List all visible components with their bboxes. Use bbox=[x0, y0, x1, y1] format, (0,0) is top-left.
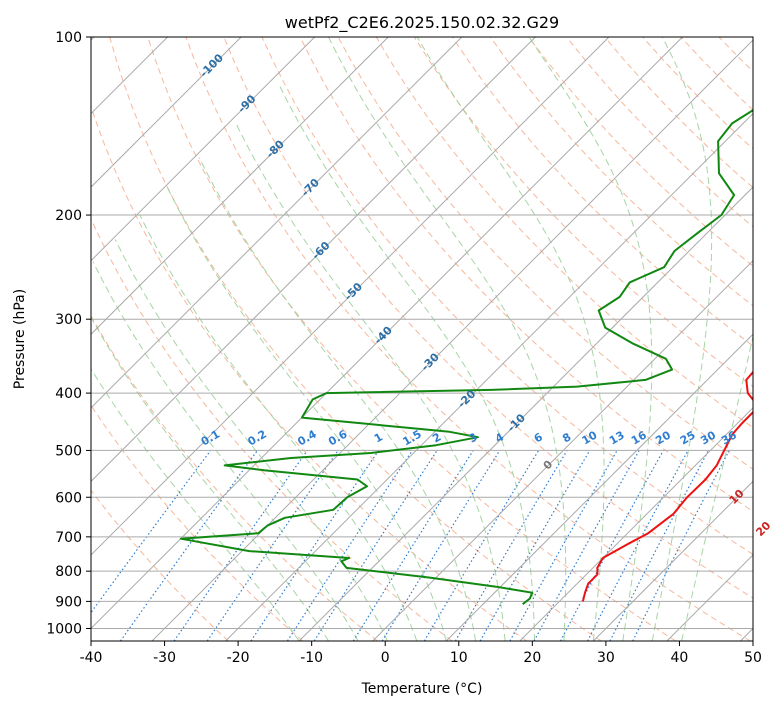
mixing-ratio-line bbox=[560, 450, 664, 641]
dry-adiabat bbox=[91, 104, 527, 641]
x-tick-label: 10 bbox=[450, 650, 468, 666]
x-tick-label: 30 bbox=[597, 650, 615, 666]
background-lines bbox=[91, 37, 753, 641]
dry-adiabat bbox=[337, 37, 753, 470]
x-tick-label: -30 bbox=[153, 650, 176, 666]
mixing-ratio-line bbox=[533, 450, 640, 641]
moist-adiabat bbox=[198, 157, 477, 641]
dry-adiabat bbox=[413, 37, 753, 388]
isotherm-line bbox=[91, 37, 610, 556]
isotherm-line bbox=[225, 112, 753, 641]
isotherm-line bbox=[91, 37, 683, 630]
isotherm-line bbox=[91, 37, 463, 409]
dry-adiabat bbox=[489, 37, 753, 307]
dry-adiabat bbox=[261, 37, 753, 556]
isotherm-line bbox=[91, 37, 242, 188]
moist-adiabat bbox=[92, 261, 359, 641]
mixing-ratio-line bbox=[173, 450, 308, 641]
profile-lines bbox=[179, 109, 753, 605]
y-tick-label: 1000 bbox=[46, 621, 82, 637]
dry-adiabat bbox=[223, 37, 753, 599]
dry-adiabat bbox=[91, 489, 229, 641]
temperature-line bbox=[581, 370, 753, 602]
x-axis-label: Temperature (°C) bbox=[361, 681, 483, 697]
x-tick-label: 40 bbox=[671, 650, 689, 666]
dry-adiabat bbox=[451, 37, 753, 347]
x-tick-label: 0 bbox=[381, 650, 390, 666]
y-tick-label: 100 bbox=[55, 30, 82, 46]
mixing-ratio-line bbox=[91, 450, 212, 614]
plot-frame bbox=[90, 36, 754, 642]
isotherm-line bbox=[445, 333, 753, 641]
mixing-ratio-line bbox=[286, 450, 413, 641]
isotherm-line bbox=[91, 37, 536, 483]
y-axis-label: Pressure (hPa) bbox=[12, 289, 28, 389]
mixing-ratio-line bbox=[509, 450, 618, 641]
moist-adiabat bbox=[328, 37, 567, 641]
axes: -40 -30 -20 -10 0 10 20 30 40 50 100 200 300 400 500 60… bbox=[46, 30, 762, 666]
y-tick-label: 200 bbox=[55, 208, 82, 224]
y-tick-label: 500 bbox=[55, 443, 82, 459]
isotherm-line bbox=[91, 37, 316, 262]
y-tick-label: 400 bbox=[55, 386, 82, 402]
moist-adiabat bbox=[681, 333, 753, 641]
mixing-ratio-line bbox=[632, 450, 730, 641]
dewpoint-line bbox=[179, 109, 753, 605]
mixing-ratio-line bbox=[206, 450, 339, 641]
x-tick-label: 20 bbox=[523, 650, 541, 666]
moist-adiabat bbox=[528, 37, 653, 641]
isotherm-line bbox=[151, 39, 753, 641]
y-tick-label: 800 bbox=[55, 564, 82, 580]
moist-adiabat bbox=[416, 37, 605, 641]
isotherm-line bbox=[372, 259, 753, 641]
y-tick-label: 700 bbox=[55, 530, 82, 546]
mixing-ratio-line bbox=[381, 450, 501, 641]
y-tick-label: 900 bbox=[55, 594, 82, 610]
dry-adiabat bbox=[91, 217, 453, 641]
x-tick-label: -10 bbox=[300, 650, 323, 666]
dry-adiabat bbox=[91, 314, 378, 641]
x-tick-label: 50 bbox=[744, 650, 762, 666]
moist-adiabat bbox=[651, 37, 713, 641]
chart-title: wetPf2_C2E6.2025.150.02.32.G29 bbox=[285, 13, 559, 33]
isotherm-line bbox=[593, 480, 753, 641]
dry-adiabat bbox=[375, 37, 753, 429]
y-tick-label: 300 bbox=[55, 312, 82, 328]
dry-adiabat bbox=[91, 404, 304, 641]
moist-adiabat bbox=[235, 123, 506, 641]
moist-adiabat bbox=[91, 316, 330, 641]
moist-adiabat bbox=[167, 187, 447, 641]
isotherm-line bbox=[519, 407, 753, 641]
mixing-ratio-line bbox=[250, 450, 380, 641]
isotherm-line bbox=[91, 37, 389, 335]
isotherm-line bbox=[298, 186, 753, 641]
x-tick-label: -40 bbox=[80, 650, 103, 666]
dry-adiabat bbox=[109, 37, 602, 641]
x-tick-label: -20 bbox=[227, 650, 250, 666]
y-tick-label: 600 bbox=[55, 490, 82, 506]
dry-adiabat bbox=[299, 37, 753, 513]
mixing-ratio-line bbox=[313, 450, 438, 641]
